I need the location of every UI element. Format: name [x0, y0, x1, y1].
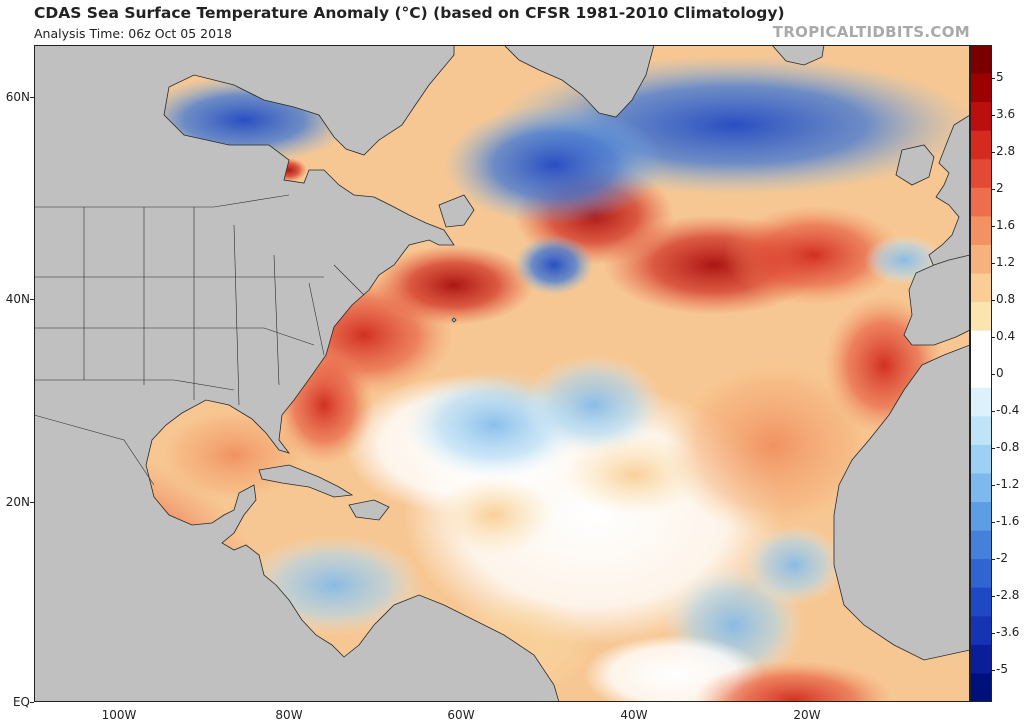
colorbar-swatch: [970, 644, 992, 674]
newfoundland-land: [438, 194, 475, 228]
colorbar-label: 2.8: [996, 143, 1016, 158]
colorbar-swatch: [970, 416, 992, 446]
iceland-land: [771, 45, 825, 66]
lat-tick: [30, 97, 34, 98]
colorbar-swatch: [970, 302, 992, 332]
map-frame: [34, 45, 970, 702]
colorbar-tick: [992, 299, 995, 301]
colorbar-tick: [992, 151, 995, 153]
sst-anomaly-map: [34, 45, 970, 702]
lat-label-eq: EQ: [12, 695, 30, 709]
colorbar-tick: [992, 595, 995, 597]
chart-title: CDAS Sea Surface Temperature Anomaly (°C…: [34, 4, 785, 22]
greenland-land: [503, 45, 655, 118]
colorbar-tick: [992, 336, 995, 338]
lon-label-20w: 20W: [793, 708, 821, 722]
colorbar-label: -2: [996, 550, 1008, 565]
colorbar-tick: [992, 114, 995, 116]
ireland-land: [895, 144, 935, 186]
lon-label-60w: 60W: [447, 708, 475, 722]
colorbar-tick: [992, 188, 995, 190]
lat-label-20n: 20N: [5, 495, 30, 509]
colorbar-label: -1.6: [996, 513, 1020, 528]
africa-land: [833, 344, 970, 661]
lon-label-80w: 80W: [275, 708, 303, 722]
colorbar-tick: [992, 484, 995, 486]
bermuda-island: [451, 317, 457, 323]
colorbar-label: -0.8: [996, 439, 1020, 454]
colorbar-label: -1.2: [996, 476, 1020, 491]
credit-watermark: TROPICALTIDBITS.COM: [772, 23, 970, 41]
colorbar-swatch: [970, 673, 992, 702]
colorbar-label: -2.8: [996, 587, 1020, 602]
lat-tick: [30, 299, 34, 300]
colorbar-label: 0.8: [996, 291, 1016, 306]
colorbar-label: 0: [996, 365, 1004, 380]
colorbar-label: 1.6: [996, 217, 1016, 232]
iberia-land: [903, 254, 970, 346]
colorbar-swatch: [970, 473, 992, 503]
colorbar-swatch: [970, 273, 992, 303]
colorbar-label: 5: [996, 69, 1004, 84]
colorbar-tick: [992, 373, 995, 375]
land-masses: [34, 45, 970, 702]
colorbar-tick: [992, 558, 995, 560]
lat-tick: [30, 702, 34, 703]
colorbar-swatch: [970, 73, 992, 103]
colorbar-label: 0.4: [996, 328, 1016, 343]
colorbar-tick: [992, 521, 995, 523]
colorbar-swatch: [970, 444, 992, 474]
political-borders: [34, 194, 365, 486]
colorbar-swatch: [970, 130, 992, 160]
north-america-land: [34, 45, 560, 702]
hispaniola-land: [348, 499, 390, 521]
colorbar-swatch: [970, 616, 992, 646]
colorbar-label: -5: [996, 661, 1008, 676]
colorbar-swatch: [970, 530, 992, 560]
analysis-time: Analysis Time: 06z Oct 05 2018: [34, 26, 232, 41]
colorbar-label: 3.6: [996, 106, 1016, 121]
colorbar-label: -3.6: [996, 624, 1020, 639]
lat-tick: [30, 502, 34, 503]
colorbar-swatch: [970, 159, 992, 189]
colorbar-tick: [992, 632, 995, 634]
colorbar-tick: [992, 447, 995, 449]
colorbar-swatch: [970, 45, 992, 75]
colorbar-tick: [992, 669, 995, 671]
colorbar-swatch: [970, 387, 992, 417]
lat-label-40n: 40N: [5, 292, 30, 306]
lon-label-100w: 100W: [101, 708, 137, 722]
colorbar-tick: [992, 410, 995, 412]
colorbar: [970, 45, 992, 702]
lat-label-60n: 60N: [5, 90, 30, 104]
colorbar-label: -0.4: [996, 402, 1020, 417]
colorbar-swatch: [970, 244, 992, 275]
cuba-land: [258, 464, 354, 498]
colorbar-swatch: [970, 559, 992, 589]
colorbar-swatch: [970, 102, 992, 132]
colorbar-swatch: [970, 359, 992, 389]
colorbar-swatch: [970, 502, 992, 532]
colorbar-swatch: [970, 330, 992, 360]
colorbar-swatch: [970, 216, 992, 246]
colorbar-tick: [992, 77, 995, 79]
colorbar-swatch: [970, 587, 992, 617]
colorbar-label: 1.2: [996, 254, 1016, 269]
colorbar-tick: [992, 225, 995, 227]
colorbar-label: 2: [996, 180, 1004, 195]
colorbar-swatch: [970, 187, 992, 217]
colorbar-tick: [992, 262, 995, 264]
lon-label-40w: 40W: [620, 708, 648, 722]
